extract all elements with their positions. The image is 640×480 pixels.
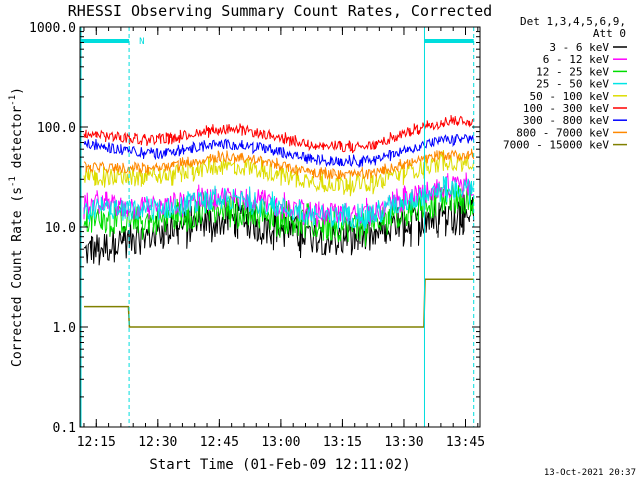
y-tick-label: 0.1 [53, 421, 76, 436]
axis-layer: 0.1 1.0 10.0 100.0 1000.0 12:15 12:30 12:45 13:0… [29, 21, 485, 450]
x-tick-label: 13:45 [446, 435, 485, 450]
series-line [83, 115, 475, 154]
x-tick-label: 13:15 [323, 435, 362, 450]
x-tick-label: 12:45 [200, 435, 239, 450]
series-line [83, 149, 475, 197]
series-3-6keV [83, 194, 475, 266]
timestamp: 13-Oct-2021 20:37 [544, 468, 636, 478]
legend-label: 800 - 7000 keV [516, 126, 609, 139]
series-line [83, 148, 475, 180]
legend-label: 3 - 6 keV [549, 41, 609, 54]
legend-label: 300 - 800 keV [523, 114, 609, 127]
series-300-800keV [83, 133, 475, 168]
series-800-7000keV [83, 148, 475, 180]
y-axis-label: Corrected Count Rate (s-1 detector-1) [8, 87, 25, 367]
legend-header-line2: Att 0 [593, 27, 626, 40]
series-line [83, 194, 475, 266]
y-tick-label: 1.0 [53, 321, 76, 336]
x-tick-label: 13:30 [384, 435, 423, 450]
legend-header-line1: Det 1,3,4,5,6,9, [520, 15, 626, 28]
series-7000-15000keV [84, 278, 474, 328]
y-tick-label: 10.0 [45, 221, 76, 236]
night-marker-label: N [139, 37, 144, 47]
x-axis-label: Start Time (01-Feb-09 12:11:02) [149, 457, 410, 473]
legend-label: 7000 - 15000 keV [503, 139, 609, 152]
y-tick-label: 1000.0 [29, 21, 76, 36]
legend-label: 25 - 50 keV [536, 78, 609, 91]
series-50-100keV [83, 149, 475, 197]
series-line [83, 176, 475, 232]
x-tick-label: 12:30 [138, 435, 177, 450]
chart-title: RHESSI Observing Summary Count Rates, Co… [68, 2, 492, 20]
legend-label: 6 - 12 keV [543, 53, 610, 66]
series-line [84, 278, 474, 328]
series-25-50keV [83, 176, 475, 232]
legend-label: 12 - 25 keV [536, 65, 609, 78]
legend-label: 100 - 300 keV [523, 102, 609, 115]
x-tick-label: 12:15 [77, 435, 116, 450]
legend-label: 50 - 100 keV [530, 90, 610, 103]
series-line [83, 133, 475, 168]
series-100-300keV [83, 115, 475, 154]
x-tick-label: 13:00 [261, 435, 300, 450]
y-tick-label: 100.0 [37, 121, 76, 136]
series-layer [83, 115, 475, 328]
